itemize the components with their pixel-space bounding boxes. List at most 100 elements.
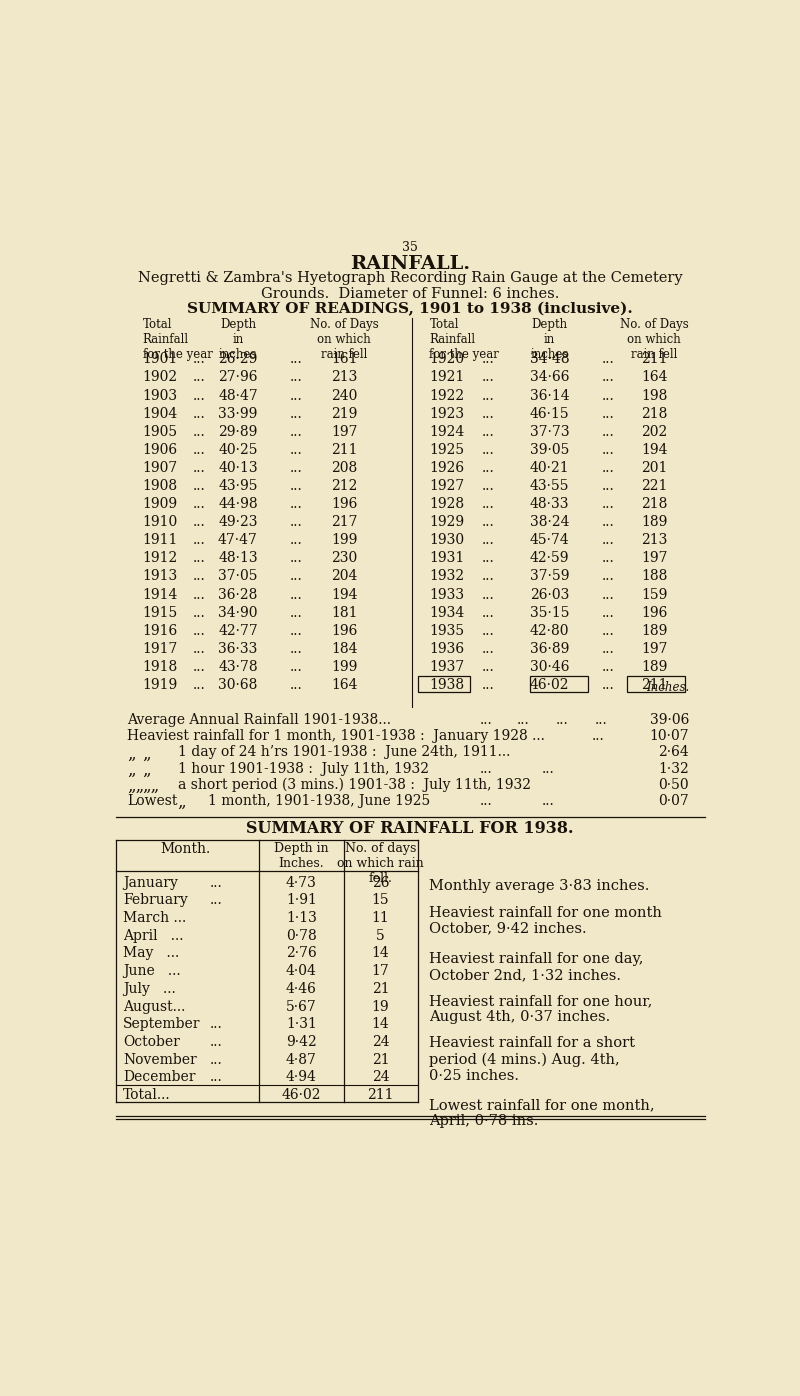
Text: 221: 221 <box>641 479 667 493</box>
Text: Lowest: Lowest <box>127 794 178 808</box>
Text: 17: 17 <box>372 965 390 979</box>
Text: No. of days
on which rain
fell.: No. of days on which rain fell. <box>337 842 424 885</box>
Text: 0·78: 0·78 <box>286 928 317 942</box>
Text: 24: 24 <box>372 1071 390 1085</box>
Text: July   ...: July ... <box>123 981 176 995</box>
Text: ...: ... <box>482 406 494 420</box>
Text: 15: 15 <box>372 893 390 907</box>
Text: 34·66: 34·66 <box>530 370 570 384</box>
Text: 189: 189 <box>641 660 667 674</box>
Text: ...: ... <box>482 678 494 692</box>
Text: 48·47: 48·47 <box>218 388 258 402</box>
Text: ...: ... <box>542 762 554 776</box>
Text: ...: ... <box>602 497 615 511</box>
Text: 211: 211 <box>641 352 667 366</box>
Text: 1906: 1906 <box>142 443 178 456</box>
Text: ...: ... <box>517 713 530 727</box>
Text: 10·07: 10·07 <box>650 729 689 743</box>
Text: ...: ... <box>290 352 302 366</box>
Text: ...: ... <box>602 624 615 638</box>
Text: ...: ... <box>290 660 302 674</box>
Text: 213: 213 <box>331 370 358 384</box>
Text: May   ...: May ... <box>123 946 179 960</box>
Text: 11: 11 <box>372 912 390 926</box>
Text: 33·99: 33·99 <box>218 406 258 420</box>
Text: 4·94: 4·94 <box>286 1071 317 1085</box>
Text: ...: ... <box>210 1018 222 1032</box>
Text: 48·33: 48·33 <box>530 497 570 511</box>
Text: 217: 217 <box>331 515 358 529</box>
Text: 2·64: 2·64 <box>658 745 689 759</box>
Text: 49·23: 49·23 <box>218 515 258 529</box>
Text: ...: ... <box>193 660 206 674</box>
Text: 211: 211 <box>331 443 358 456</box>
Text: January: January <box>123 875 178 889</box>
Text: ...: ... <box>480 713 493 727</box>
Text: 1902: 1902 <box>142 370 178 384</box>
Text: 197: 197 <box>641 551 667 565</box>
Text: 1920: 1920 <box>430 352 465 366</box>
Text: 189: 189 <box>641 624 667 638</box>
Text: ...: ... <box>482 515 494 529</box>
Text: ...: ... <box>193 424 206 438</box>
Text: ...: ... <box>290 642 302 656</box>
Text: No. of Days
on which
rain fell: No. of Days on which rain fell <box>620 318 689 362</box>
Text: ...: ... <box>290 388 302 402</box>
Text: 43·55: 43·55 <box>530 479 570 493</box>
Text: ...: ... <box>193 497 206 511</box>
Text: Total
Rainfall
for the year: Total Rainfall for the year <box>142 318 213 362</box>
Text: ...: ... <box>193 443 206 456</box>
Text: SUMMARY OF READINGS, 1901 to 1938 (inclusive).: SUMMARY OF READINGS, 1901 to 1938 (inclu… <box>187 302 633 315</box>
Text: ...: ... <box>193 352 206 366</box>
Text: 35: 35 <box>402 240 418 254</box>
Text: Depth
in
inches: Depth in inches <box>218 318 257 362</box>
Text: ...: ... <box>193 678 206 692</box>
Text: 24: 24 <box>372 1034 390 1048</box>
Text: 198: 198 <box>641 388 667 402</box>
Text: 196: 196 <box>331 497 358 511</box>
Text: 1911: 1911 <box>142 533 178 547</box>
Text: ...: ... <box>290 461 302 475</box>
Text: 36·28: 36·28 <box>218 588 258 602</box>
Text: 208: 208 <box>331 461 358 475</box>
Text: ...: ... <box>602 551 615 565</box>
Text: „„: „„ <box>127 778 144 794</box>
Text: 1903: 1903 <box>142 388 178 402</box>
Text: 1 day of 24 h’rs 1901-1938 :  June 24th, 1911...: 1 day of 24 h’rs 1901-1938 : June 24th, … <box>178 745 510 759</box>
Text: ...: ... <box>482 388 494 402</box>
Text: ...: ... <box>193 515 206 529</box>
Text: 46·02: 46·02 <box>282 1087 322 1101</box>
Text: ...: ... <box>290 533 302 547</box>
Text: 196: 196 <box>331 624 358 638</box>
Text: 1926: 1926 <box>430 461 465 475</box>
Text: 1937: 1937 <box>430 660 465 674</box>
Text: 1908: 1908 <box>142 479 178 493</box>
Text: ...: ... <box>290 570 302 584</box>
Text: SUMMARY OF RAINFALL FOR 1938.: SUMMARY OF RAINFALL FOR 1938. <box>246 819 574 838</box>
Text: 36·33: 36·33 <box>218 642 258 656</box>
Text: 1918: 1918 <box>142 660 178 674</box>
Text: 26: 26 <box>372 875 390 889</box>
Text: ...: ... <box>482 660 494 674</box>
Text: 36·89: 36·89 <box>530 642 569 656</box>
Text: 46·02: 46·02 <box>530 678 570 692</box>
Text: ...: ... <box>480 762 493 776</box>
Text: October: October <box>123 1034 180 1048</box>
Text: Heaviest rainfall for one hour,
August 4th, 0·37 inches.: Heaviest rainfall for one hour, August 4… <box>430 994 653 1025</box>
Text: 37·05: 37·05 <box>218 570 258 584</box>
Text: 4·46: 4·46 <box>286 981 317 995</box>
Text: ...: ... <box>482 479 494 493</box>
Text: 196: 196 <box>641 606 667 620</box>
Text: 4·04: 4·04 <box>286 965 317 979</box>
Text: 1912: 1912 <box>142 551 178 565</box>
Text: 29·89: 29·89 <box>218 424 258 438</box>
Text: ...: ... <box>602 678 615 692</box>
Text: ...: ... <box>602 443 615 456</box>
Text: ...: ... <box>482 606 494 620</box>
Text: 30·68: 30·68 <box>218 678 258 692</box>
Text: 40·25: 40·25 <box>218 443 258 456</box>
Text: 188: 188 <box>641 570 667 584</box>
Text: 40·21: 40·21 <box>530 461 570 475</box>
Text: 213: 213 <box>641 533 667 547</box>
Text: 1922: 1922 <box>430 388 465 402</box>
